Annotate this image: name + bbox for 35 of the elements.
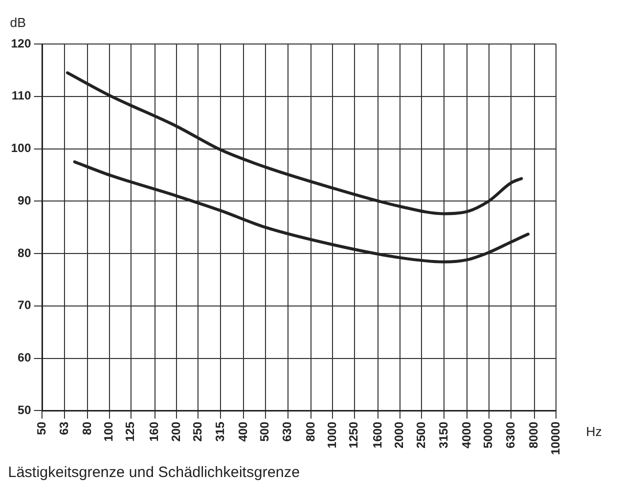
y-tick-label: 90 [18, 193, 32, 208]
x-tick-label: 800 [303, 421, 318, 442]
x-tick-label: 250 [190, 421, 204, 442]
x-tick-label: 8000 [526, 421, 541, 448]
x-tick-label: 50 [34, 421, 48, 435]
text: Lästigkeitsgrenze und Schädlichkeitsgrenze [8, 464, 301, 481]
x-tick-label: 100 [102, 421, 116, 442]
x-tick-label: 2000 [392, 421, 406, 448]
x-tick-label: 400 [236, 421, 250, 442]
x-tick-label: 2500 [414, 421, 428, 448]
y-tick-label: 80 [18, 246, 32, 260]
x-tick-label: 5000 [481, 421, 496, 448]
x-tick-label: 10000 [548, 421, 562, 456]
x-tick-label: 4000 [459, 421, 474, 448]
x-tick-label: 1000 [324, 421, 339, 448]
y-tick-label: 70 [18, 298, 32, 312]
x-tick-label: 1250 [346, 421, 361, 448]
y-tick-label: 110 [12, 88, 32, 103]
x-tick-label: 200 [168, 421, 183, 442]
x-tick-label: 1600 [370, 421, 385, 448]
x-tick-label: 125 [123, 421, 138, 442]
x-tick-label: 160 [147, 421, 162, 442]
x-axis-title: Hz [586, 424, 602, 440]
y-tick-label: 60 [18, 350, 32, 365]
x-tick-label: 315 [212, 421, 227, 442]
x-tick-label: 630 [280, 421, 294, 442]
x-tick-label: 80 [80, 421, 94, 435]
y-tick-label: 100 [10, 141, 32, 156]
x-tick-label: 6300 [503, 421, 518, 448]
y-axis-title: dB [10, 15, 26, 30]
x-tick-label: 63 [56, 421, 71, 435]
y-tick-label: 120 [10, 36, 32, 50]
x-tick-label: 3150 [436, 421, 450, 448]
y-tick-label: 50 [18, 402, 32, 417]
x-tick-label: 500 [258, 421, 272, 442]
